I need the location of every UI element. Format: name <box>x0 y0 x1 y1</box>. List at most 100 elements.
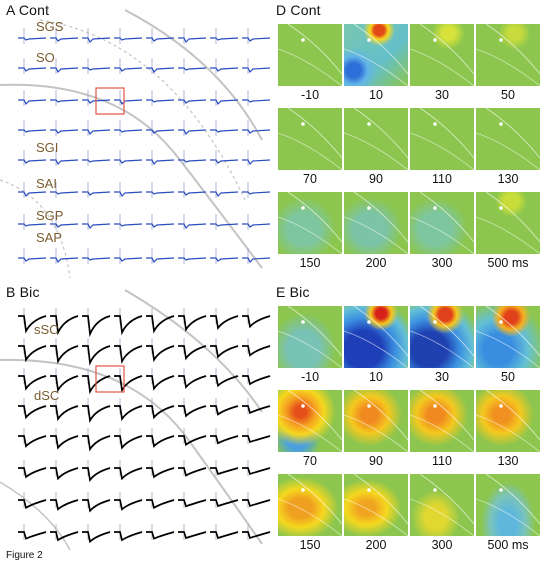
trace <box>114 338 143 365</box>
trace <box>146 428 175 448</box>
trace <box>82 460 111 483</box>
latency-label: 50 <box>501 88 515 102</box>
latency-label: -10 <box>300 88 320 102</box>
voltage-map <box>410 474 474 536</box>
panel-b-title: B Bic <box>6 284 40 300</box>
trace <box>114 398 143 422</box>
layer-label-so: SO <box>36 50 55 65</box>
trace <box>50 58 79 74</box>
latency-label: 30 <box>435 370 449 384</box>
voltage-map <box>278 474 342 536</box>
voltage-map <box>410 306 474 368</box>
layer-label-sgs: SGS <box>36 19 64 34</box>
trace <box>82 150 111 166</box>
trace <box>146 182 175 198</box>
layer-label-ssc: sSC <box>34 322 59 337</box>
trace <box>18 58 47 74</box>
voltage-map <box>344 192 408 254</box>
trace <box>50 492 79 511</box>
trace <box>50 398 79 422</box>
voltage-map <box>278 192 342 254</box>
panel-a-trace-grid <box>0 0 271 280</box>
trace <box>178 120 207 136</box>
latency-label: 110 <box>432 172 452 186</box>
trace <box>242 428 271 444</box>
trace <box>242 214 271 230</box>
panel-a-title: A Cont <box>6 2 50 18</box>
trace <box>242 460 271 476</box>
trace <box>210 308 239 331</box>
latency-label: 300 <box>431 256 453 270</box>
trace <box>146 524 175 540</box>
voltage-map <box>476 306 540 368</box>
voltage-map <box>410 108 474 170</box>
trace <box>82 308 111 338</box>
voltage-map <box>344 108 408 170</box>
trace <box>242 338 271 357</box>
trace <box>50 460 79 481</box>
voltage-map <box>410 192 474 254</box>
trace <box>178 398 207 418</box>
trace <box>50 368 79 393</box>
trace <box>242 58 271 74</box>
latency-label: 500 ms <box>487 256 529 270</box>
layer-label-dsc: dSC <box>34 388 60 403</box>
trace <box>210 150 239 166</box>
trace <box>178 150 207 166</box>
trace <box>146 150 175 166</box>
voltage-map <box>410 390 474 452</box>
trace <box>242 120 271 136</box>
trace <box>242 492 271 508</box>
voltage-map <box>410 24 474 86</box>
trace <box>18 120 47 136</box>
trace <box>114 182 143 198</box>
trace <box>242 368 271 386</box>
trace <box>146 338 175 363</box>
trace <box>82 214 111 230</box>
panel-b-traces-svg <box>0 289 271 551</box>
trace <box>82 492 111 513</box>
trace <box>146 492 175 510</box>
trace <box>146 90 175 106</box>
trace <box>114 460 143 481</box>
trace <box>18 182 47 198</box>
trace <box>178 90 207 106</box>
trace <box>114 120 143 136</box>
latency-label: 130 <box>497 454 519 468</box>
trace <box>50 524 79 542</box>
trace <box>242 248 271 264</box>
trace <box>18 308 47 334</box>
panel-e-title: E Bic <box>276 284 310 300</box>
trace <box>178 492 207 508</box>
latency-label: 70 <box>303 454 317 468</box>
trace <box>146 28 175 44</box>
panel-b-trace-grid <box>0 282 271 552</box>
trace <box>146 214 175 230</box>
trace <box>242 398 271 415</box>
trace <box>82 524 111 544</box>
trace <box>82 28 111 44</box>
trace <box>18 150 47 166</box>
voltage-map <box>278 24 342 86</box>
trace <box>50 150 79 166</box>
voltage-map <box>476 390 540 452</box>
trace <box>210 214 239 230</box>
trace <box>210 248 239 264</box>
trace <box>242 182 271 198</box>
trace <box>114 90 143 106</box>
voltage-map <box>476 192 540 254</box>
trace <box>18 398 47 420</box>
trace <box>242 150 271 166</box>
trace <box>18 338 47 363</box>
trace <box>114 368 143 393</box>
latency-label: 50 <box>501 370 515 384</box>
trace <box>82 338 111 366</box>
latency-label: 130 <box>497 172 519 186</box>
trace <box>178 28 207 44</box>
trace <box>210 182 239 198</box>
layer-label-sgp: SGP <box>36 208 64 223</box>
voltage-map <box>278 108 342 170</box>
voltage-map <box>476 24 540 86</box>
layer-label-sap: SAP <box>36 230 63 245</box>
